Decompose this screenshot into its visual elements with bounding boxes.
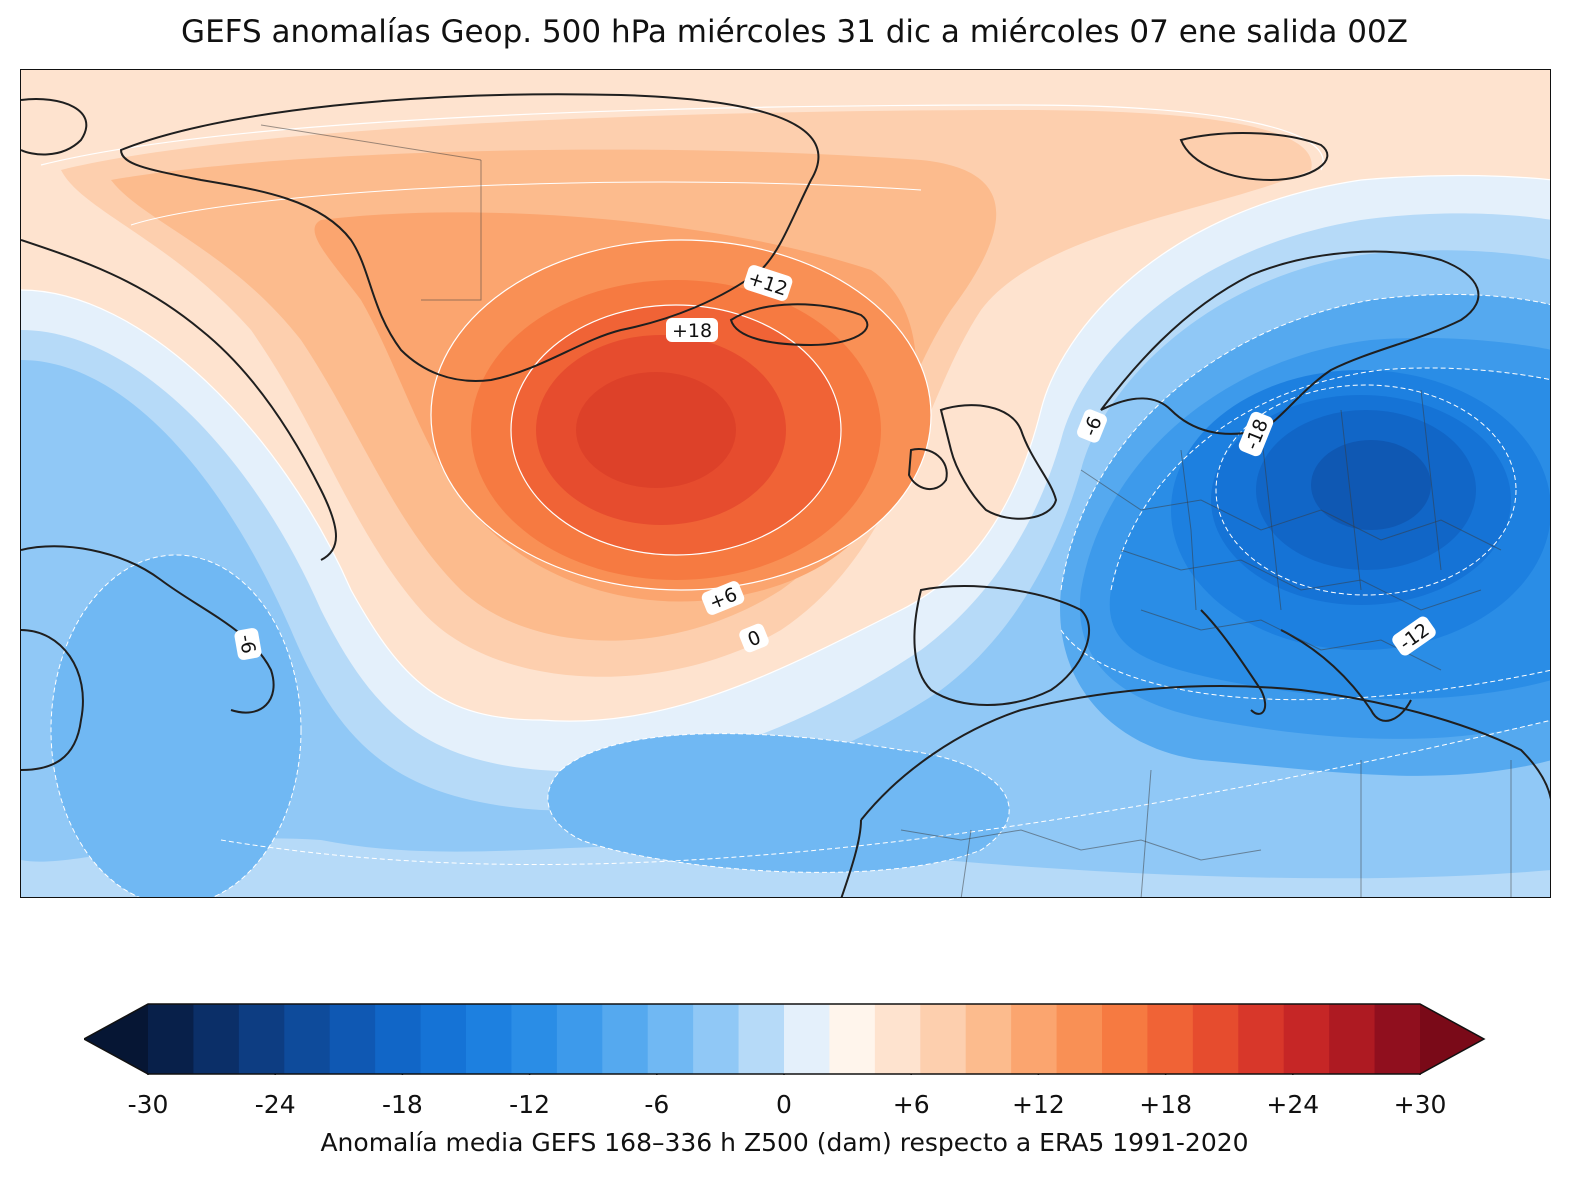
colorbar-segment xyxy=(965,1004,1012,1074)
map-svg: +12 +18 +6 0 -6 -6 -18 -12 xyxy=(21,70,1550,897)
colorbar-segment xyxy=(420,1004,467,1074)
colorbar-tick-label: -6 xyxy=(644,1090,670,1119)
colorbar-tick-label: +6 xyxy=(892,1090,930,1119)
colorbar-tick-label: +12 xyxy=(1012,1090,1065,1119)
colorbar-segment xyxy=(1238,1004,1285,1074)
colorbar-segment xyxy=(647,1004,694,1074)
coastlines xyxy=(21,93,1550,897)
colorbar-segment xyxy=(193,1004,240,1074)
contour-lines-negative xyxy=(50,293,1550,897)
contour-label-plus18: +18 xyxy=(672,320,712,342)
colorbar-segment xyxy=(1102,1004,1149,1074)
colorbar-segment xyxy=(1011,1004,1058,1074)
field-europe-minus20 xyxy=(1311,440,1431,530)
colorbar-segment xyxy=(1374,1004,1421,1074)
colorbar-segment xyxy=(148,1004,195,1074)
colorbar-segment xyxy=(693,1004,740,1074)
colorbar-ticks xyxy=(147,1074,1421,1075)
anomaly-map[interactable]: +12 +18 +6 0 -6 -6 -18 -12 xyxy=(20,69,1551,898)
map-title: GEFS anomalías Geop. 500 hPa miércoles 3… xyxy=(181,14,1408,50)
colorbar-extend-low xyxy=(84,1004,148,1074)
colorbar-segments xyxy=(148,1004,1421,1074)
colorbar-tick-label: +30 xyxy=(1393,1090,1447,1119)
colorbar-segment xyxy=(466,1004,513,1074)
colorbar-segment xyxy=(1056,1004,1103,1074)
colorbar-segment xyxy=(602,1004,649,1074)
colorbar-segment xyxy=(329,1004,376,1074)
colorbar-tick-label: -18 xyxy=(381,1090,423,1119)
country-borders xyxy=(260,124,1512,897)
colorbar-tick-label: 0 xyxy=(776,1090,792,1119)
colorbar-segment xyxy=(556,1004,603,1074)
colorbar-segment xyxy=(238,1004,285,1074)
colorbar-segment xyxy=(511,1004,558,1074)
contour-lines xyxy=(21,104,1550,722)
colorbar-segment xyxy=(920,1004,967,1074)
colorbar-extend-high xyxy=(1420,1004,1484,1074)
colorbar-segment xyxy=(1147,1004,1194,1074)
colorbar-segment xyxy=(1192,1004,1239,1074)
colorbar-segment xyxy=(375,1004,422,1074)
colorbar-tick-label: +18 xyxy=(1139,1090,1192,1119)
colorbar-segment xyxy=(1283,1004,1330,1074)
field-south-minus6 xyxy=(547,733,1010,873)
colorbar-segment xyxy=(284,1004,331,1074)
contour-label-group: +12 +18 +6 0 -6 -6 -18 -12 xyxy=(234,265,1436,660)
colorbar-segment xyxy=(784,1004,831,1074)
colorbar-segment xyxy=(829,1004,876,1074)
colorbar-tick-label: -24 xyxy=(254,1090,296,1119)
colorbar-segment xyxy=(738,1004,785,1074)
colorbar-label: Anomalía media GEFS 168–336 h Z500 (dam)… xyxy=(320,1128,1249,1157)
colorbar-segment xyxy=(874,1004,921,1074)
colorbar-tick-label: -30 xyxy=(127,1090,169,1119)
contour-label-minus6-west: -6 xyxy=(235,633,260,655)
colorbar-segment xyxy=(1329,1004,1376,1074)
colorbar-tick-label: -12 xyxy=(509,1090,551,1119)
colorbar xyxy=(84,1003,1486,1075)
field-plus20 xyxy=(576,372,736,488)
colorbar-tick-label: +24 xyxy=(1266,1090,1320,1119)
